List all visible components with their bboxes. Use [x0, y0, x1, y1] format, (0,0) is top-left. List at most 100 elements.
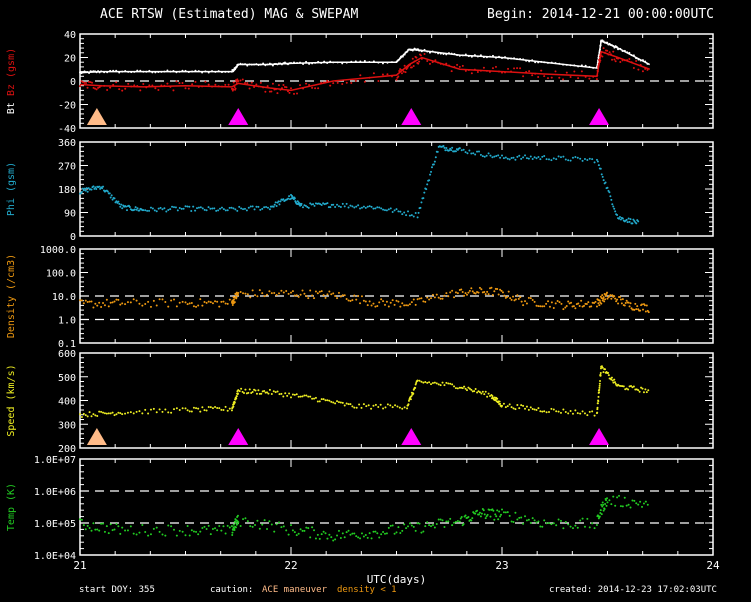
speed-point: [226, 409, 229, 412]
density-point: [424, 300, 427, 303]
phi-point: [304, 204, 307, 207]
phi-point: [477, 150, 480, 153]
temp-point: [376, 532, 379, 535]
speed-point: [520, 404, 523, 407]
density-point: [617, 302, 620, 305]
temp-point: [268, 520, 271, 523]
bz-point: [115, 81, 118, 84]
speed-point: [510, 406, 513, 409]
speed-point: [453, 385, 456, 388]
mag-ytick-label: 0: [70, 77, 76, 88]
speed-point: [470, 388, 473, 391]
bt-point: [241, 63, 244, 66]
bz-point: [279, 88, 282, 91]
density-point: [633, 308, 636, 311]
speed-point: [583, 412, 586, 415]
speed-point: [407, 403, 410, 406]
bt-point: [619, 47, 622, 50]
bt-point: [264, 64, 267, 67]
density-point: [547, 300, 550, 303]
phi-point: [602, 179, 605, 182]
density-point: [144, 302, 147, 305]
bz-point: [606, 49, 609, 52]
temp-point: [467, 515, 470, 518]
speed-point: [598, 388, 601, 391]
speed-point: [576, 412, 579, 415]
density-point: [197, 304, 200, 307]
density-ytick-label: 1.0: [58, 316, 76, 327]
bz-point: [106, 88, 109, 91]
speed-point: [547, 411, 550, 414]
bt-point: [157, 71, 160, 74]
speed-point: [295, 393, 298, 396]
bz-point: [608, 51, 611, 54]
bz-point: [401, 69, 404, 72]
speed-point: [111, 411, 114, 414]
bt-point: [237, 63, 240, 66]
speed-point: [645, 391, 648, 394]
bt-point: [86, 70, 89, 73]
temp-point: [94, 528, 97, 531]
temp-point: [203, 525, 206, 528]
density-point: [507, 290, 510, 293]
temp-point: [422, 530, 425, 533]
phi-point: [426, 183, 429, 186]
density-point: [641, 308, 644, 311]
density-point: [237, 291, 240, 294]
bz-point: [80, 80, 83, 83]
bt-point: [434, 51, 437, 54]
bz-point: [485, 69, 488, 72]
phi-point: [448, 149, 451, 152]
density-point: [428, 298, 431, 301]
temp-point: [158, 530, 161, 533]
temp-point: [407, 525, 410, 528]
temp-point: [96, 528, 99, 531]
temp-point: [583, 525, 586, 528]
speed-point: [86, 415, 89, 418]
phi-point: [94, 186, 97, 189]
speed-point: [474, 388, 477, 391]
speed-point: [188, 410, 191, 413]
density-point: [606, 291, 609, 294]
temp-point: [357, 536, 360, 539]
bt-point: [476, 55, 479, 58]
temp-point: [474, 512, 477, 515]
density-point: [391, 299, 394, 302]
speed-point: [541, 410, 544, 413]
phi-point: [466, 152, 469, 155]
temp-point: [435, 522, 438, 525]
speed-point: [324, 399, 327, 402]
density-point: [385, 300, 388, 303]
speed-point: [186, 409, 189, 412]
density-point: [224, 302, 227, 305]
temp-point: [322, 530, 325, 533]
temp-point: [266, 528, 269, 531]
density-point: [102, 301, 105, 304]
speed-point: [260, 392, 263, 395]
phi-point: [125, 205, 128, 208]
speed-point: [579, 412, 582, 415]
temp-point: [184, 534, 187, 537]
caution-label: caution:: [210, 585, 254, 595]
phi-point: [192, 205, 195, 208]
bt-point: [191, 70, 194, 73]
bz-point: [82, 81, 85, 84]
temp-point: [155, 526, 158, 529]
bt-point: [271, 64, 274, 67]
speed-point: [367, 404, 370, 407]
speed-point: [228, 407, 231, 410]
phi-point: [190, 210, 193, 213]
speed-point: [84, 414, 87, 417]
bt-point: [148, 69, 151, 72]
phi-point: [493, 155, 496, 158]
speed-point: [303, 394, 306, 397]
speed-point: [610, 378, 613, 381]
bz-point: [286, 90, 289, 93]
phi-point: [391, 211, 394, 214]
phi-point: [442, 145, 445, 148]
temp-point: [186, 524, 189, 527]
temp-point: [520, 516, 523, 519]
speed-point: [330, 400, 333, 403]
speed-point: [235, 395, 238, 398]
speed-point: [598, 386, 601, 389]
